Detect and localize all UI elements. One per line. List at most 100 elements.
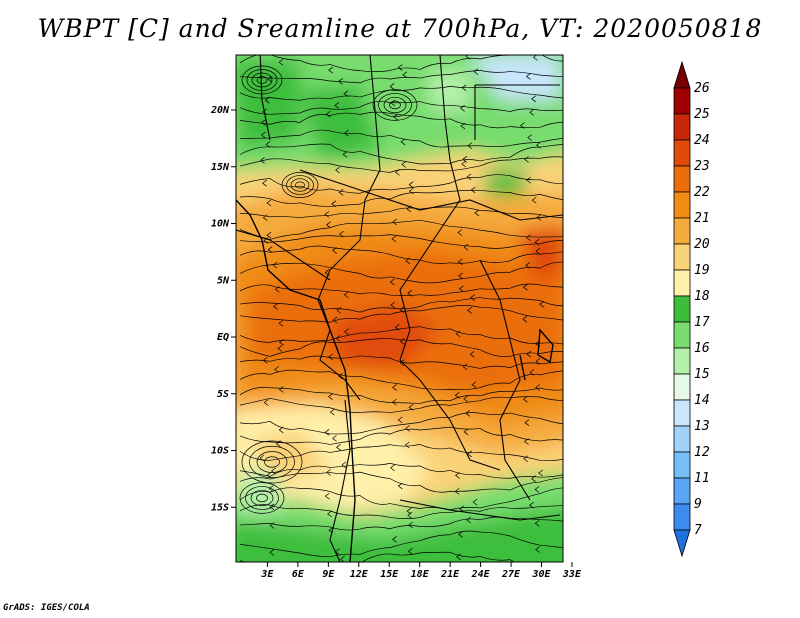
streamline	[239, 297, 563, 313]
streamline-arrow	[406, 507, 412, 515]
streamline-arrow	[522, 315, 528, 323]
streamline-arrow	[259, 454, 265, 462]
streamline-arrow	[259, 157, 265, 164]
lon-tick-label: 27E	[501, 569, 521, 580]
streamline	[239, 386, 563, 404]
streamline-arrow	[339, 555, 345, 562]
map-frame	[235, 54, 564, 563]
streamline-arrow	[527, 134, 533, 141]
streamline-arrow	[535, 384, 541, 391]
colorbar-swatch	[673, 139, 691, 167]
lon-tick-label: 12E	[350, 569, 369, 580]
streamline-arrow	[332, 316, 338, 324]
streamline	[239, 86, 563, 101]
colorbar-label: 17	[694, 315, 710, 330]
vortex-streamline	[372, 89, 418, 121]
lat-tick-label: 15N	[211, 162, 230, 173]
streamline-arrow	[466, 173, 472, 181]
lon-tick-label: 21E	[440, 569, 460, 580]
streamline	[239, 305, 563, 323]
streamline-arrow	[268, 485, 274, 492]
colorbar-label: 25	[694, 107, 710, 122]
streamline-arrow	[327, 393, 333, 400]
streamline-arrow	[460, 122, 466, 130]
lat-tick-label: 5N	[217, 275, 230, 286]
streamline-arrow	[407, 511, 413, 519]
streamline-arrow	[262, 108, 268, 116]
streamline-arrow	[524, 419, 530, 426]
streamline-arrow	[535, 248, 541, 255]
streamline-arrow	[338, 189, 344, 196]
streamline-arrow	[397, 482, 403, 490]
streamline-arrow	[539, 300, 545, 308]
colorbar-label: 14	[694, 393, 710, 408]
streamline-arrow	[269, 522, 275, 529]
streamline-arrow	[526, 176, 531, 184]
latitude-axis: 20N 15N 10N 5N EQ 5S 10S 15S	[210, 105, 236, 513]
streamline-arrow	[397, 64, 403, 71]
streamline-arrow	[463, 243, 469, 251]
vortex-streamline	[286, 175, 314, 195]
streamline-arrow	[405, 425, 410, 432]
streamline-arrow	[534, 520, 540, 527]
streamline-arrow	[274, 366, 279, 373]
streamline-arrow	[269, 503, 275, 511]
vortex-streamline	[256, 493, 268, 503]
vortex-streamline	[239, 482, 285, 514]
colorbar-swatch	[673, 191, 691, 219]
streamline	[239, 219, 563, 240]
lon-tick-label: 30E	[531, 569, 551, 580]
streamline-arrow	[531, 196, 537, 204]
streamline-arrow	[326, 469, 331, 476]
streamline-arrow	[262, 179, 267, 187]
streamline-arrow	[278, 426, 284, 434]
streamline-arrow	[324, 429, 330, 436]
lat-tick-label: 10S	[211, 446, 229, 457]
colorbar-swatch	[673, 347, 691, 375]
colorbar-swatch	[673, 503, 691, 531]
streamline	[239, 444, 563, 462]
vortex-streamline	[256, 451, 288, 473]
streamline-arrow	[531, 475, 536, 482]
streamline	[239, 101, 563, 115]
wbpt-shading	[236, 55, 563, 562]
streamline	[239, 551, 515, 562]
streamline-arrow	[465, 55, 471, 60]
streamline	[239, 396, 563, 414]
streamline-arrow	[341, 461, 347, 469]
streamline-arrow	[263, 399, 269, 406]
streamline-arrow	[523, 455, 528, 463]
streamline-arrow	[389, 83, 395, 90]
streamline-arrow	[331, 200, 337, 208]
map-panel	[236, 55, 563, 562]
streamline-arrow	[459, 505, 464, 513]
streamline-arrow	[534, 238, 540, 246]
streamline-arrow	[467, 142, 473, 149]
streamline-arrow	[328, 353, 333, 361]
streamline-arrow	[408, 521, 413, 529]
streamline-arrow	[529, 501, 534, 509]
streamline-arrow	[534, 486, 540, 493]
streamline-arrow	[266, 231, 272, 239]
colorbar-label: 18	[694, 289, 710, 304]
map-title: WBPT [C] and Sreamline at 700hPa, VT: 20…	[37, 14, 763, 43]
streamline-arrow	[326, 221, 331, 228]
streamline	[239, 283, 563, 296]
streamline-arrow	[267, 246, 273, 253]
colorbar-label: 26	[694, 81, 710, 96]
streamline	[239, 143, 563, 165]
streamline-arrow	[400, 138, 406, 146]
streamline-arrow	[524, 156, 529, 163]
vortex-streamline	[241, 440, 303, 484]
colorbar-label: 20	[694, 237, 710, 252]
streamline-arrow	[273, 303, 278, 310]
streamline-arrow	[408, 403, 414, 411]
streamline-arrow	[524, 438, 529, 445]
streamline-arrow	[529, 369, 535, 376]
streamline-arrow	[461, 160, 467, 168]
colorbar-swatch	[673, 399, 691, 427]
streamline-arrow	[458, 531, 463, 538]
streamline-arrow	[343, 291, 349, 299]
streamline-arrow	[399, 359, 405, 367]
